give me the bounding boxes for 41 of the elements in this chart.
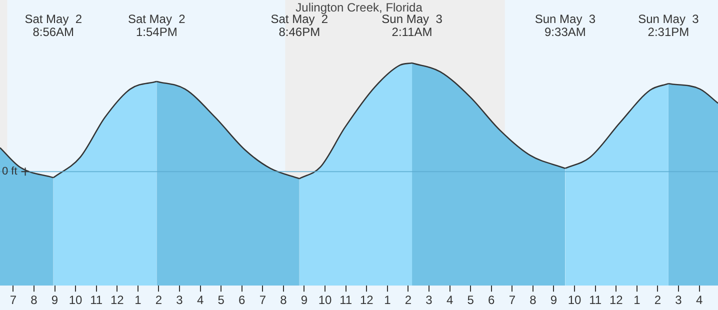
text: Sat May 2 8:56AM	[24, 12, 82, 39]
x-tick-label: 3	[426, 293, 433, 308]
x-tick-label: 11	[589, 293, 602, 308]
x-tick-label: 10	[568, 293, 582, 308]
x-tick-label: 12	[360, 293, 374, 308]
x-tick-label: 1	[384, 293, 392, 308]
x-tick-label: 2	[654, 293, 662, 308]
text: Sun May 3 2:11AM	[382, 12, 443, 39]
x-tick-label: 6	[238, 293, 246, 308]
x-tick-label: 6	[488, 293, 496, 308]
x-tick-label: 2	[404, 293, 412, 308]
x-tick-label: 4	[196, 293, 204, 308]
x-tick-label: 7	[259, 293, 266, 308]
x-tick-label: 11	[340, 293, 352, 308]
x-tick-label: 4	[446, 293, 454, 308]
chart-title: Julington Creek, Florida	[296, 0, 423, 15]
x-tick-label: 5	[467, 293, 474, 308]
x-tick-label: 5	[218, 293, 225, 308]
x-tick-label: 12	[609, 293, 624, 308]
text: Sun May 3 2:31PM	[638, 12, 700, 39]
x-tick-label: 1	[134, 293, 142, 308]
x-tick-label: 3	[675, 293, 682, 308]
x-tick-label: 2	[155, 293, 162, 308]
x-tick-label: 7	[10, 293, 17, 308]
x-tick-label: 9	[51, 293, 58, 308]
x-tick-label: 7	[508, 293, 516, 308]
x-tick-label: 1	[634, 293, 641, 308]
x-tick-label: 9	[300, 293, 308, 308]
x-tick-label: 10	[68, 293, 83, 308]
text: Sun May 3 9:33AM	[534, 12, 596, 39]
x-tick-label: 8	[530, 293, 537, 308]
text: Sat May 2 1:54PM	[128, 12, 186, 39]
x-tick-label: 9	[550, 293, 558, 308]
x-tick-label: 8	[30, 293, 38, 308]
x-tick-label: 12	[110, 293, 124, 308]
x-tick-label: 3	[176, 293, 184, 308]
x-tick-label: 4	[696, 293, 703, 308]
ref-line-label: 0 ft	[2, 166, 18, 178]
x-tick-label: 10	[318, 293, 332, 308]
x-tick-label: 11	[90, 293, 103, 308]
x-tick-label: 8	[280, 293, 288, 308]
